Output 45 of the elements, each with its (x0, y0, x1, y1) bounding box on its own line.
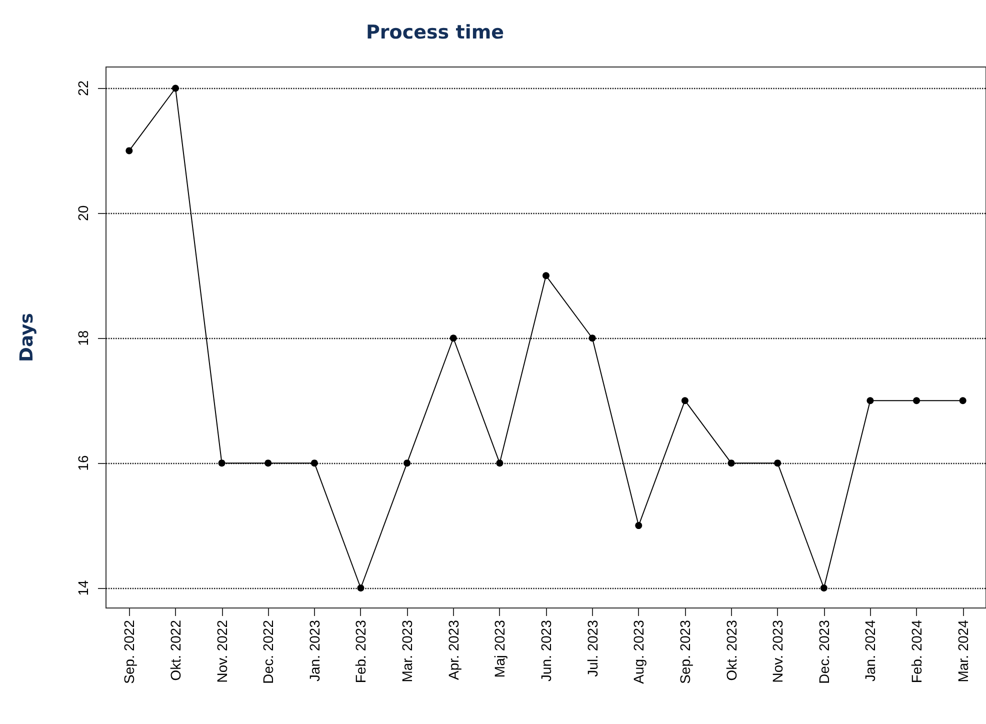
x-tick-label: Feb. 2024 (908, 620, 925, 684)
x-tick-label: Mar. 2024 (954, 620, 971, 682)
point (913, 397, 920, 404)
point (126, 147, 133, 154)
point (959, 397, 966, 404)
y-tick-label: 20 (75, 205, 91, 221)
x-tick-label: Sep. 2022 (121, 620, 138, 684)
point (681, 397, 688, 404)
x-tick-label: Maj 2023 (492, 620, 508, 678)
x-tick-label: Mar. 2023 (399, 620, 416, 682)
point (310, 460, 318, 467)
point (450, 334, 457, 342)
point (635, 522, 642, 530)
point (588, 334, 596, 342)
point (774, 460, 782, 467)
y-axis-title: Days (16, 313, 38, 362)
point (820, 584, 828, 592)
x-tick-label: Sep. 2023 (676, 620, 693, 684)
point (404, 460, 411, 467)
chart-title: Process time (366, 22, 504, 44)
point (496, 460, 504, 467)
y-tick-label: 18 (75, 330, 91, 346)
y-tick-label: 22 (75, 80, 91, 96)
x-tick-label: Jul. 2023 (584, 620, 600, 677)
x-tick-label: Dec. 2023 (816, 620, 832, 684)
x-tick-label: Jan. 2023 (306, 620, 322, 682)
x-tick-label: Jun. 2023 (538, 620, 554, 682)
x-tick-label: Nov. 2023 (770, 620, 786, 683)
x-tick-label: Jan. 2024 (862, 620, 878, 682)
point (866, 397, 874, 404)
point (264, 460, 272, 467)
point (357, 584, 364, 592)
point (172, 84, 179, 92)
point (728, 460, 735, 467)
x-tick-label: Aug. 2023 (630, 620, 647, 684)
x-tick-label: Feb. 2023 (352, 620, 369, 684)
point (218, 460, 226, 467)
x-tick-label: Nov. 2022 (214, 620, 230, 683)
x-tick-label: Okt. 2022 (167, 620, 184, 681)
y-tick-label: 14 (75, 580, 91, 596)
x-tick-label: Apr. 2023 (445, 620, 462, 680)
x-tick-label: Dec. 2022 (260, 620, 276, 684)
y-tick-label: 16 (75, 455, 91, 471)
x-tick-label: Okt. 2023 (723, 620, 740, 681)
point (542, 272, 550, 280)
